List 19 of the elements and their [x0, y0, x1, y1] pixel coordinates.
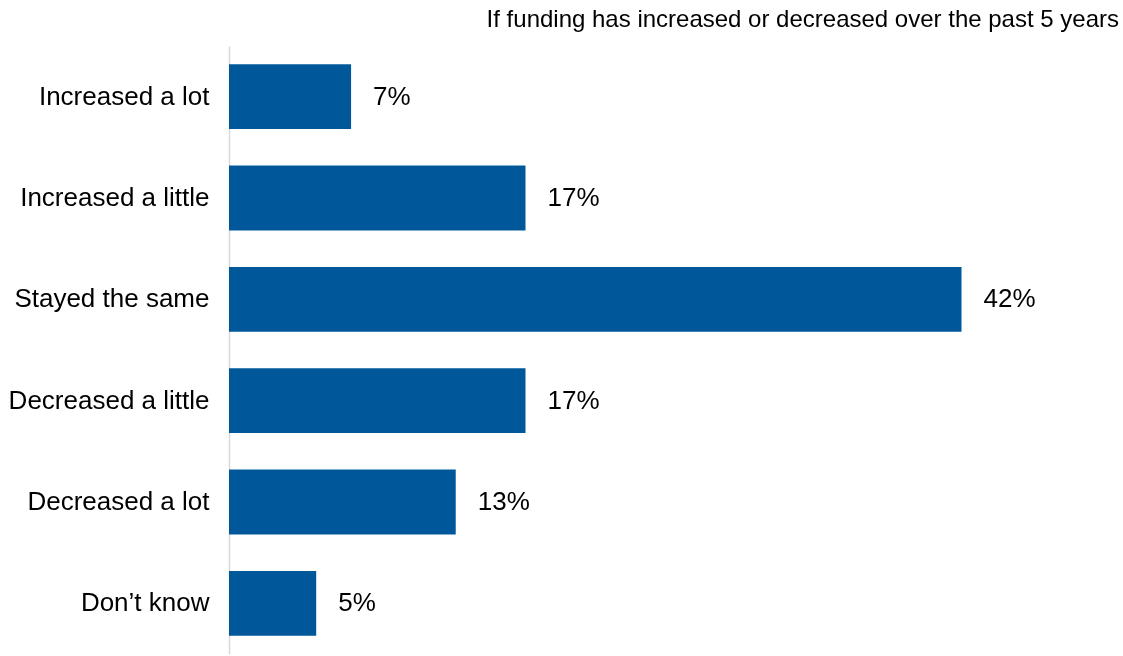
y-tick-label: Don’t know: [80, 587, 210, 618]
bar: [229, 368, 526, 434]
y-tick-label: Decreased a lot: [27, 486, 211, 516]
data-label: 17%: [547, 182, 600, 212]
data-label: 13%: [477, 486, 530, 516]
bar: [229, 165, 526, 231]
bar: [229, 266, 962, 332]
data-label: 42%: [983, 283, 1036, 314]
y-tick-label: Increased a little: [20, 182, 210, 212]
y-tick-label: Stayed the same: [14, 283, 210, 314]
data-label: 5%: [338, 587, 376, 618]
y-tick-label: Decreased a little: [8, 384, 210, 415]
bar: [229, 469, 456, 535]
chart-title: If funding has increased or decreased over the past 5 years: [486, 5, 1119, 32]
data-label: 7%: [373, 80, 411, 111]
y-tick-label: Increased a lot: [38, 80, 211, 111]
data-label: 17%: [547, 384, 600, 415]
bar: [229, 64, 352, 130]
bar: [229, 570, 317, 636]
